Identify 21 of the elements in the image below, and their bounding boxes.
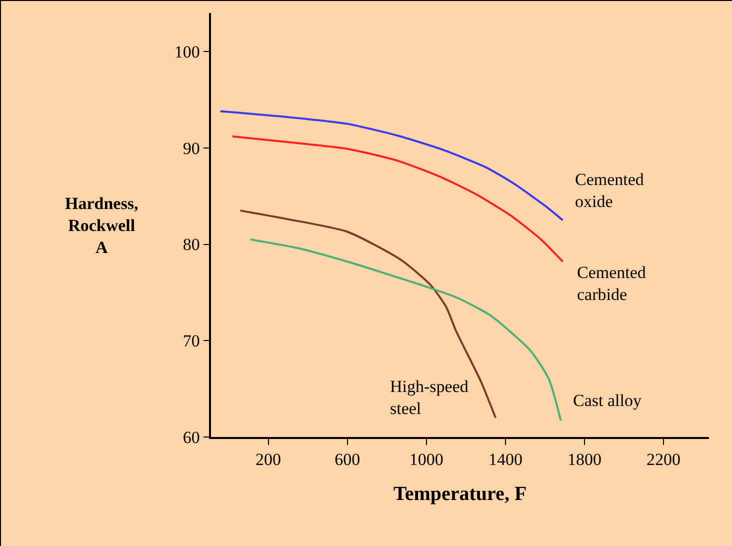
x-tick-label: 2200: [646, 450, 681, 470]
series-label: High-speed steel: [390, 377, 469, 418]
series-label: Cemented carbide: [577, 263, 646, 304]
x-tick-label: 1400: [488, 450, 522, 470]
x-tick-label: 600: [334, 450, 360, 470]
x-tick-label: 1000: [409, 450, 444, 470]
y-tick-label: 90: [182, 138, 200, 158]
line-series: [219, 110, 564, 222]
y-tick-label: 80: [182, 235, 200, 254]
line-series: [231, 135, 564, 263]
x-axis-title: Temperature, F: [393, 483, 527, 506]
x-tick-label: 1800: [568, 450, 602, 470]
y-tick-label: 100: [174, 42, 200, 62]
y-axis-title: Hardness, Rockwell A: [65, 194, 138, 258]
x-tick-label: 200: [256, 450, 282, 470]
y-tick-label: 70: [182, 332, 200, 351]
line-series: [249, 238, 562, 422]
series-label: Cemented oxide: [575, 170, 644, 212]
y-tick-label: 60: [182, 428, 200, 447]
line-series: [239, 210, 497, 419]
series-label: Cast alloy: [573, 391, 642, 410]
